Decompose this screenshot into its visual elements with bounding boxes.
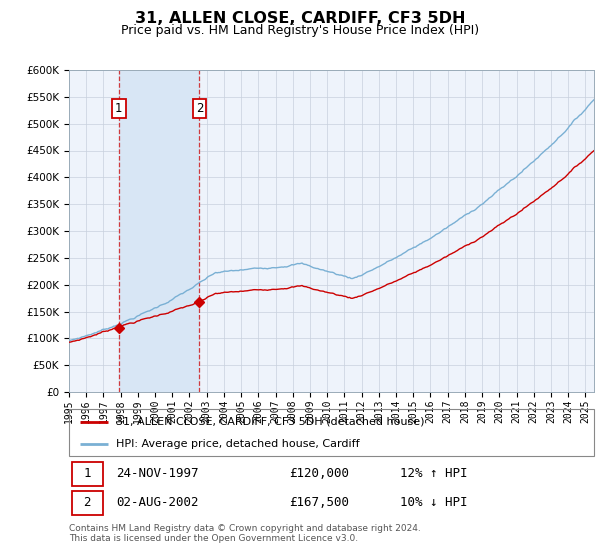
Text: 24-NOV-1997: 24-NOV-1997 [116,467,199,480]
Bar [119,70,199,392]
Text: £120,000: £120,000 [290,467,349,480]
Text: 2: 2 [196,102,203,115]
Text: 10% ↓ HPI: 10% ↓ HPI [400,496,467,510]
Bar [71,491,103,515]
Text: 12% ↑ HPI: 12% ↑ HPI [400,467,467,480]
Text: 02-AUG-2002: 02-AUG-2002 [116,496,199,510]
Text: 31, ALLEN CLOSE, CARDIFF, CF3 5DH: 31, ALLEN CLOSE, CARDIFF, CF3 5DH [135,11,465,26]
Text: Price paid vs. HM Land Registry's House Price Index (HPI): Price paid vs. HM Land Registry's House … [121,24,479,37]
Text: Contains HM Land Registry data © Crown copyright and database right 2024.
This d: Contains HM Land Registry data © Crown c… [69,524,421,543]
Text: HPI: Average price, detached house, Cardiff: HPI: Average price, detached house, Card… [116,438,360,449]
Text: 31, ALLEN CLOSE, CARDIFF, CF3 5DH (detached house): 31, ALLEN CLOSE, CARDIFF, CF3 5DH (detac… [116,417,425,427]
Text: 1: 1 [115,102,122,115]
Text: 1: 1 [83,467,91,480]
Bar [71,461,103,486]
Text: 2: 2 [83,496,91,510]
Text: £167,500: £167,500 [290,496,349,510]
